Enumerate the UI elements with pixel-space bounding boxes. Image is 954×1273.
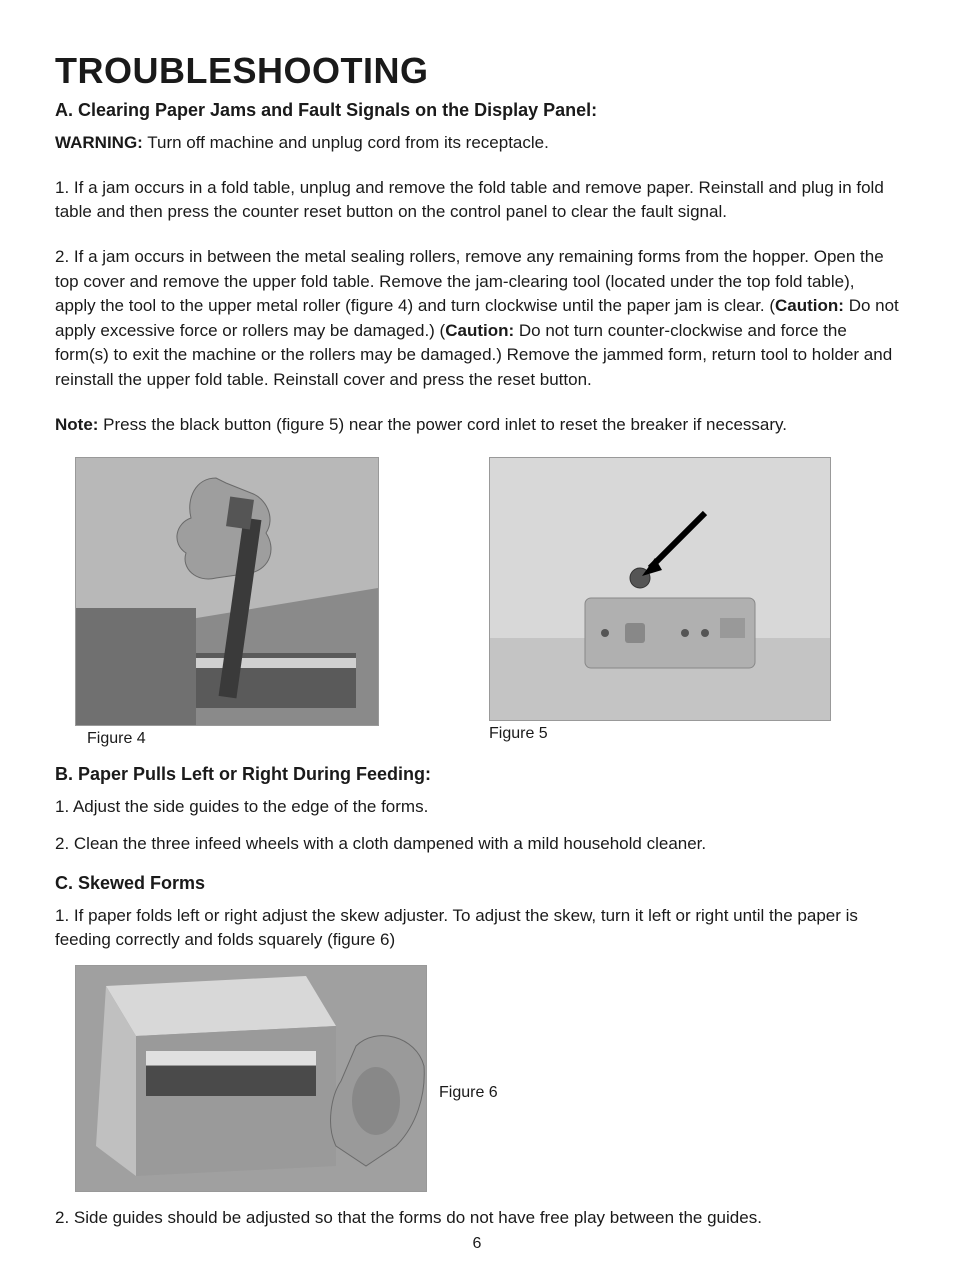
step2-part1: 2. If a jam occurs in between the metal …	[55, 247, 884, 315]
figure-5-image	[489, 457, 831, 721]
warning-label: WARNING:	[55, 133, 143, 152]
section-a-heading: A. Clearing Paper Jams and Fault Signals…	[55, 100, 899, 121]
note-text: Press the black button (figure 5) near t…	[98, 415, 787, 434]
caution1-label: Caution:	[775, 296, 844, 315]
figure-5-caption: Figure 5	[489, 725, 831, 743]
figure-6-image	[75, 965, 427, 1192]
section-c-step1: 1. If paper folds left or right adjust t…	[55, 904, 899, 953]
section-b-step2: 2. Clean the three infeed wheels with a …	[55, 832, 899, 857]
section-c-step2: 2. Side guides should be adjusted so tha…	[55, 1206, 899, 1231]
note-label: Note:	[55, 415, 98, 434]
warning-paragraph: WARNING: Turn off machine and unplug cor…	[55, 131, 899, 156]
section-b-step1: 1. Adjust the side guides to the edge of…	[55, 795, 899, 820]
warning-text: Turn off machine and unplug cord from it…	[143, 133, 549, 152]
figure-6-caption: Figure 6	[439, 1084, 498, 1102]
document-page: TROUBLESHOOTING A. Clearing Paper Jams a…	[0, 0, 954, 1273]
figure-6-row: Figure 6	[75, 965, 899, 1192]
section-c-heading: C. Skewed Forms	[55, 873, 899, 894]
page-number: 6	[0, 1235, 954, 1253]
section-a-step2: 2. If a jam occurs in between the metal …	[55, 245, 899, 393]
section-a-step1: 1. If a jam occurs in a fold table, unpl…	[55, 176, 899, 225]
note-paragraph: Note: Press the black button (figure 5) …	[55, 413, 899, 438]
section-b-heading: B. Paper Pulls Left or Right During Feed…	[55, 764, 899, 785]
figure-4-caption: Figure 4	[75, 730, 379, 748]
figure-5-box: Figure 5	[489, 457, 831, 748]
figures-row-4-5: Figure 4 Figure 5	[55, 457, 899, 748]
figure-4-box: Figure 4	[75, 457, 379, 748]
page-title: TROUBLESHOOTING	[55, 50, 899, 92]
figure-4-image	[75, 457, 379, 726]
caution2-label: Caution:	[445, 321, 514, 340]
